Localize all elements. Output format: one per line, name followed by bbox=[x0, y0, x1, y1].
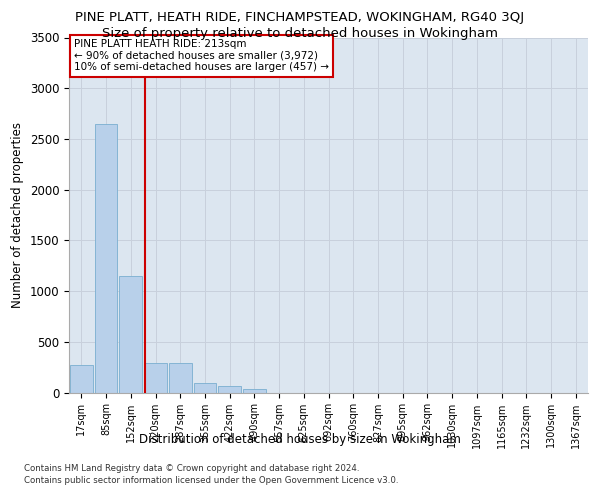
Text: PINE PLATT HEATH RIDE: 213sqm
← 90% of detached houses are smaller (3,972)
10% o: PINE PLATT HEATH RIDE: 213sqm ← 90% of d… bbox=[74, 40, 329, 72]
Text: Size of property relative to detached houses in Wokingham: Size of property relative to detached ho… bbox=[102, 27, 498, 40]
Bar bbox=[169, 363, 191, 392]
Bar bbox=[70, 365, 93, 392]
Text: Contains public sector information licensed under the Open Government Licence v3: Contains public sector information licen… bbox=[24, 476, 398, 485]
Text: Contains HM Land Registry data © Crown copyright and database right 2024.: Contains HM Land Registry data © Crown c… bbox=[24, 464, 359, 473]
Bar bbox=[144, 363, 167, 392]
Y-axis label: Number of detached properties: Number of detached properties bbox=[11, 122, 24, 308]
Text: PINE PLATT, HEATH RIDE, FINCHAMPSTEAD, WOKINGHAM, RG40 3QJ: PINE PLATT, HEATH RIDE, FINCHAMPSTEAD, W… bbox=[76, 11, 524, 24]
Bar bbox=[119, 276, 142, 392]
Text: Distribution of detached houses by size in Wokingham: Distribution of detached houses by size … bbox=[139, 432, 461, 446]
Bar bbox=[243, 389, 266, 392]
Bar bbox=[194, 383, 216, 392]
Bar bbox=[95, 124, 118, 392]
Bar bbox=[218, 386, 241, 392]
